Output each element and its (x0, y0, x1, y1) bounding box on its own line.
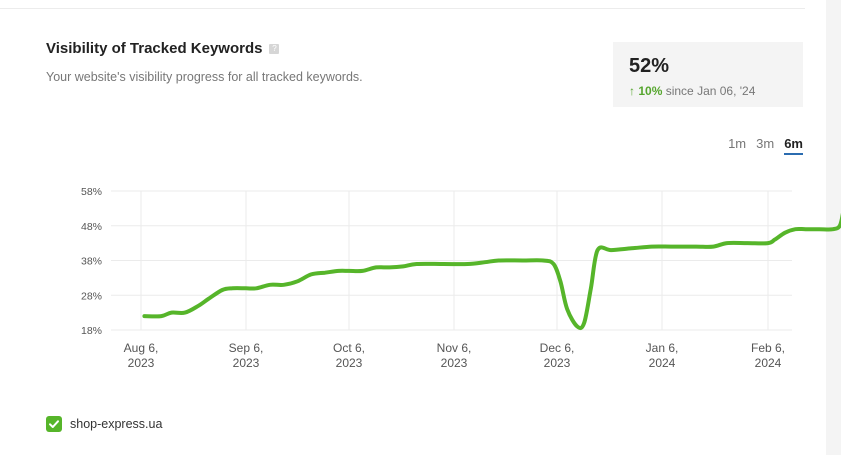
check-icon (49, 420, 59, 428)
x-tick-label: Oct 6, (333, 341, 365, 355)
legend-checkbox[interactable] (46, 416, 62, 432)
x-tick-label: Dec 6, (540, 341, 575, 355)
y-tick-label: 18% (81, 325, 102, 337)
x-tick-label: Jan 6, (646, 341, 679, 355)
x-tick-label: 2023 (336, 356, 363, 370)
x-tick-label: Sep 6, (229, 341, 264, 355)
x-tick-label: 2023 (441, 356, 468, 370)
x-tick-label: Nov 6, (437, 341, 472, 355)
change-percent: 10% (638, 84, 663, 98)
x-tick-label: 2023 (233, 356, 260, 370)
series-line (142, 212, 841, 331)
visibility-value: 52% (629, 55, 670, 77)
widget-title: Visibility of Tracked Keywords (46, 40, 263, 57)
x-tick-label: 2023 (544, 356, 571, 370)
visibility-stat-card: 52% ↑ 10% since Jan 06, '24 (613, 42, 803, 107)
x-tick-label: Aug 6, (124, 341, 159, 355)
widget-header: Visibility of Tracked Keywords ? (46, 40, 280, 57)
range-6m[interactable]: 6m (784, 136, 803, 155)
change-since: since Jan 06, '24 (665, 84, 756, 98)
x-tick-label: 2023 (128, 356, 155, 370)
x-tick-label: Feb 6, (751, 341, 785, 355)
range-selector: 1m 3m 6m (728, 136, 803, 155)
visibility-change: ↑ 10% since Jan 06, '24 (629, 84, 755, 98)
x-tick-label: 2024 (649, 356, 676, 370)
y-tick-label: 58% (81, 186, 102, 198)
help-icon[interactable]: ? (269, 43, 280, 54)
x-tick-label: 2024 (755, 356, 782, 370)
y-tick-label: 28% (81, 290, 102, 302)
legend: shop-express.ua (46, 416, 162, 432)
y-tick-label: 48% (81, 221, 102, 233)
top-divider (0, 8, 805, 9)
up-arrow-icon: ↑ (629, 84, 635, 98)
range-3m[interactable]: 3m (756, 136, 775, 151)
y-tick-label: 38% (81, 256, 102, 268)
widget-subtitle: Your website's visibility progress for a… (46, 70, 363, 84)
range-1m[interactable]: 1m (728, 136, 747, 151)
legend-label: shop-express.ua (70, 417, 163, 431)
